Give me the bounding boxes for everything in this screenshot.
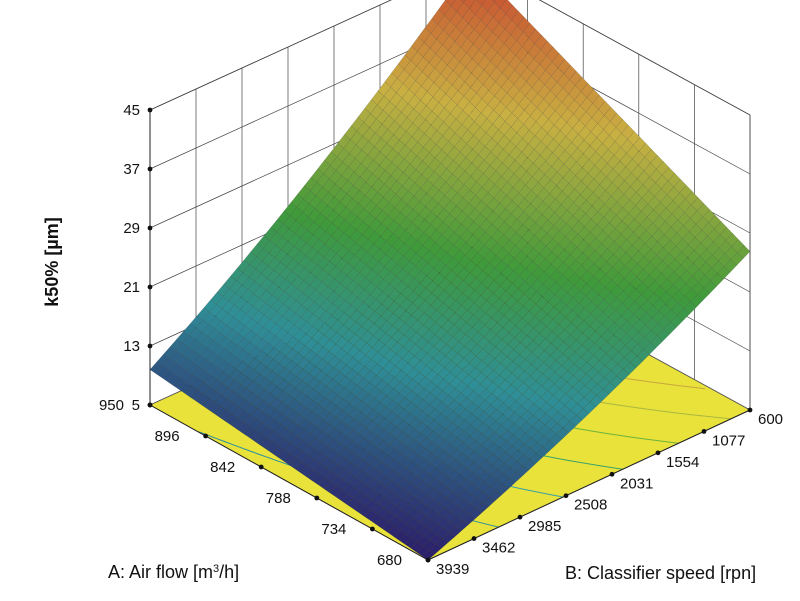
z-tick-label: 21 — [123, 279, 140, 296]
y-tick-mark — [425, 557, 431, 563]
z-tick-label: 13 — [123, 338, 140, 355]
y-tick-mark — [471, 536, 477, 541]
x-tick-mark — [314, 495, 320, 501]
y-tick-label: 2508 — [574, 497, 607, 514]
z-tick-mark — [147, 225, 153, 231]
y-tick-mark — [655, 450, 661, 456]
y-tick-mark — [517, 514, 523, 520]
z-tick-label: 29 — [123, 220, 140, 237]
y-tick-mark — [747, 407, 753, 413]
z-axis-title: k50% [µm] — [42, 217, 62, 306]
z-tick-label: 45 — [123, 102, 140, 119]
z-tick-mark — [147, 107, 153, 113]
x-tick-label: 788 — [266, 490, 291, 507]
x-tick-mark — [147, 402, 153, 408]
y-tick-label: 3939 — [436, 561, 469, 578]
x-axis-title: A: Air flow [m3/h] — [108, 562, 239, 582]
y-tick-mark — [563, 493, 569, 499]
response-surface — [149, 0, 751, 561]
x-tick-label: 842 — [210, 459, 235, 476]
x-tick-mark — [203, 433, 209, 439]
y-tick-label: 1554 — [666, 454, 699, 471]
y-tick-label: 1077 — [712, 432, 745, 449]
z-tick-label: 37 — [123, 161, 140, 178]
axis-ticks: 5 13 21 29 37 45 680 734 788 842 896 950 600 1077 1554… — [99, 102, 783, 578]
x-tick-mark — [258, 464, 264, 470]
x-axis-line — [149, 404, 429, 561]
y-tick-label: 2985 — [528, 518, 561, 535]
x-tick-label: 950 — [99, 397, 124, 414]
z-tick-mark — [147, 343, 153, 349]
z-tick-mark — [147, 284, 153, 290]
y-tick-label: 600 — [758, 411, 783, 428]
y-tick-mark — [609, 471, 615, 477]
wall-gridline — [149, 0, 751, 116]
x-tick-mark — [370, 526, 375, 532]
y-axis-line — [427, 409, 751, 561]
x-tick-label: 896 — [155, 428, 180, 445]
x-tick-label: 680 — [377, 552, 402, 569]
y-tick-mark — [701, 429, 707, 434]
box-front-edges — [149, 110, 751, 561]
z-tick-mark — [147, 166, 153, 172]
z-tick-label: 5 — [132, 397, 140, 414]
y-tick-label: 3462 — [482, 540, 515, 557]
x-tick-label: 734 — [321, 521, 346, 538]
y-tick-label: 2031 — [620, 475, 653, 492]
y-axis-title: B: Classifier speed [rpn] — [565, 563, 756, 583]
